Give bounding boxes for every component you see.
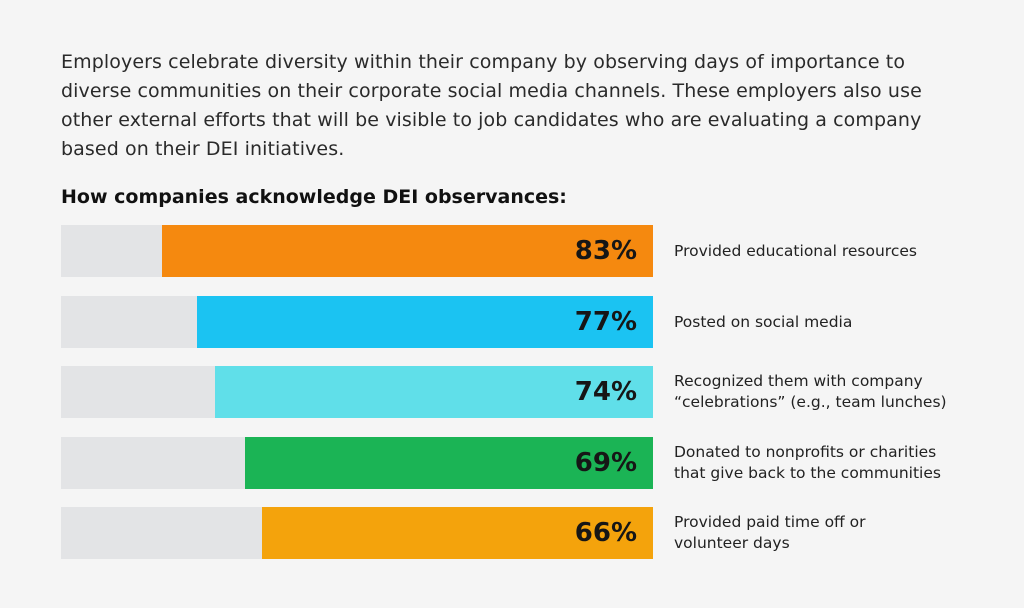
- category-label: Recognized them with company “celebratio…: [674, 372, 947, 411]
- category-label: Donated to nonprofits or charities that …: [674, 443, 941, 482]
- category-label: Posted on social media: [674, 312, 853, 331]
- category-label: Provided educational resources: [674, 241, 917, 260]
- bar-track: 77%: [61, 296, 653, 348]
- bar: 83%: [161, 225, 653, 277]
- bar-track: 66%: [61, 507, 653, 559]
- bar: 74%: [214, 366, 653, 418]
- bar: 77%: [197, 296, 653, 348]
- bar-value-label: 74%: [574, 377, 637, 407]
- intro-paragraph: Employers celebrate diversity within the…: [61, 51, 922, 160]
- bar-track: 74%: [61, 366, 653, 418]
- category-label: Provided paid time off or volunteer days: [674, 513, 866, 552]
- bar: 66%: [262, 507, 653, 559]
- bar-value-label: 69%: [574, 448, 637, 478]
- chart-title: How companies acknowledge DEI observance…: [61, 186, 567, 208]
- bar-track: 83%: [61, 225, 653, 277]
- bar: 69%: [244, 437, 653, 489]
- bar-value-label: 83%: [574, 236, 637, 266]
- bar-value-label: 66%: [574, 518, 637, 548]
- bar-value-label: 77%: [574, 307, 637, 337]
- bar-track: 69%: [61, 437, 653, 489]
